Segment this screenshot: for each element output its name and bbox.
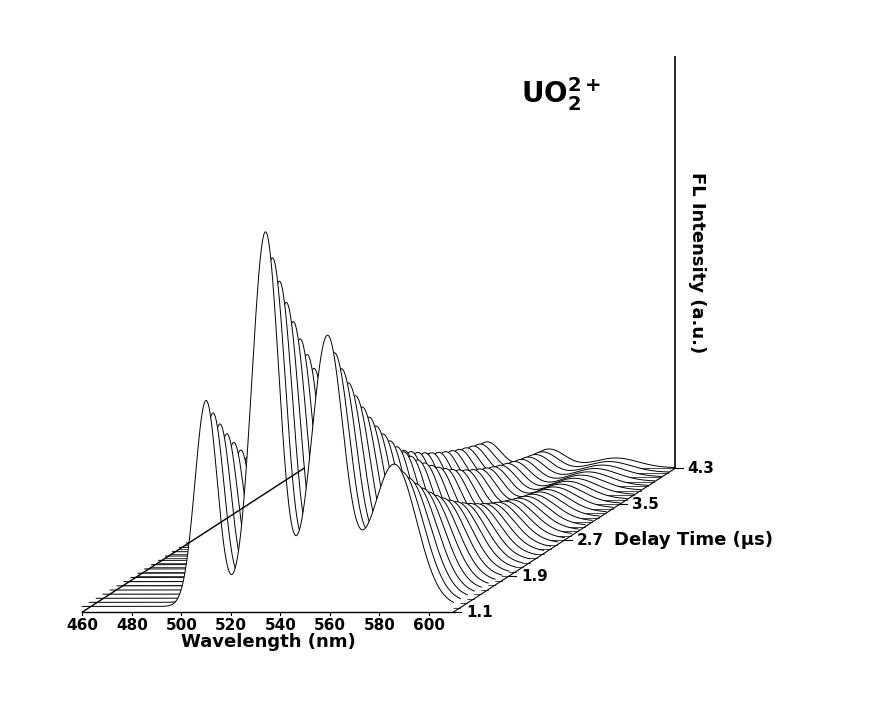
Polygon shape [103, 303, 474, 598]
Polygon shape [144, 392, 516, 572]
Polygon shape [82, 232, 453, 612]
Text: 560: 560 [314, 618, 346, 633]
Polygon shape [200, 444, 571, 536]
Text: 3.5: 3.5 [633, 497, 659, 512]
Polygon shape [255, 453, 626, 500]
Polygon shape [290, 446, 662, 477]
Polygon shape [284, 448, 654, 482]
Polygon shape [117, 339, 488, 589]
Text: 540: 540 [264, 618, 297, 633]
Polygon shape [172, 425, 543, 553]
Polygon shape [158, 410, 529, 562]
Text: 2.7: 2.7 [577, 533, 604, 548]
Polygon shape [228, 451, 599, 517]
Text: 1.9: 1.9 [522, 569, 548, 584]
Text: 500: 500 [165, 618, 197, 633]
Polygon shape [193, 440, 564, 540]
Polygon shape [179, 431, 550, 549]
Text: 1.1: 1.1 [466, 605, 493, 620]
Polygon shape [262, 452, 634, 495]
Polygon shape [137, 381, 509, 576]
Text: 600: 600 [413, 618, 444, 633]
Polygon shape [186, 436, 557, 545]
Text: 4.3: 4.3 [688, 460, 715, 476]
Polygon shape [207, 446, 578, 531]
Polygon shape [242, 453, 612, 509]
Polygon shape [234, 453, 606, 513]
Polygon shape [124, 355, 495, 585]
Polygon shape [270, 451, 640, 491]
Polygon shape [96, 281, 467, 603]
Polygon shape [151, 402, 523, 567]
Polygon shape [214, 448, 585, 527]
Polygon shape [248, 453, 620, 504]
Polygon shape [110, 322, 481, 594]
Polygon shape [131, 368, 502, 581]
Text: 460: 460 [66, 618, 98, 633]
Text: Wavelength (nm): Wavelength (nm) [180, 633, 355, 650]
Text: FL Intensity (a.u.): FL Intensity (a.u.) [688, 172, 705, 353]
Text: 480: 480 [116, 618, 148, 633]
Text: 580: 580 [363, 618, 396, 633]
Text: Delay Time (μs): Delay Time (μs) [614, 531, 773, 549]
Text: 520: 520 [215, 618, 247, 633]
Polygon shape [165, 418, 536, 558]
Polygon shape [221, 451, 592, 522]
Polygon shape [89, 258, 460, 608]
Polygon shape [304, 442, 676, 468]
Polygon shape [298, 444, 668, 472]
Text: $\mathbf{UO_2^{2+}}$: $\mathbf{UO_2^{2+}}$ [521, 75, 601, 113]
Polygon shape [276, 449, 648, 486]
